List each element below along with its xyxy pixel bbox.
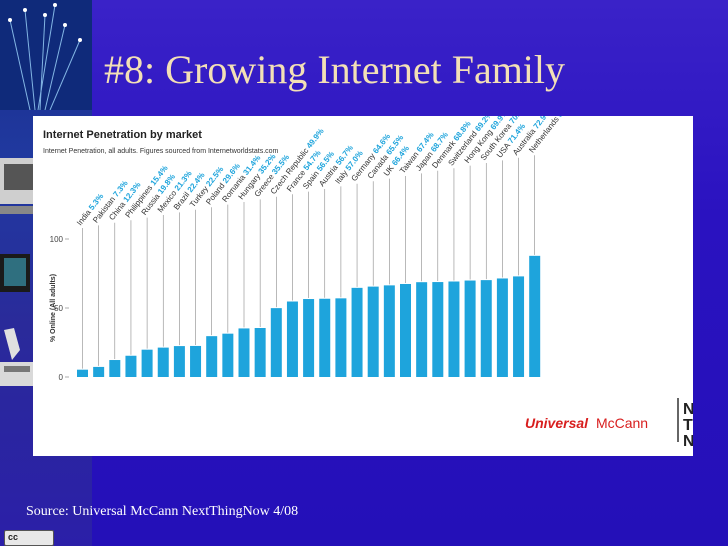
bar — [319, 298, 331, 377]
bar — [416, 282, 428, 377]
y-tick-label: 0 — [59, 373, 64, 382]
phone-photo — [0, 328, 36, 386]
bar — [222, 333, 234, 377]
logo-now: NOW — [683, 433, 693, 450]
y-axis: 0 50 100 % Online (All adults) — [50, 235, 69, 382]
bar-chart: Internet Penetration by market Internet … — [43, 116, 693, 450]
bar — [335, 298, 347, 377]
y-axis-label: % Online (All adults) — [50, 274, 57, 342]
bar — [125, 355, 137, 377]
bar — [141, 349, 153, 377]
slide-title: #8: Growing Internet Family — [104, 47, 566, 92]
chart-panel: Internet Penetration by market Internet … — [33, 116, 693, 456]
value-label: 49.9% — [305, 127, 326, 150]
bar — [303, 299, 315, 377]
bar — [464, 280, 476, 377]
chart-title: Internet Penetration by market — [43, 129, 202, 141]
bar — [286, 301, 298, 377]
chart-subtitle: Internet Penetration, all adults. Figure… — [43, 148, 279, 155]
y-tick-label: 100 — [50, 235, 64, 244]
bar — [496, 278, 508, 377]
bar — [432, 282, 444, 377]
bars-group — [77, 155, 541, 377]
bar — [448, 281, 460, 377]
creative-commons-badge[interactable]: cc — [4, 530, 54, 546]
bar — [109, 360, 121, 377]
fiber-optic-photo — [0, 0, 92, 110]
logo-universal: Universal — [525, 415, 589, 431]
bar — [270, 308, 282, 377]
keyboard-photo — [0, 254, 30, 292]
source-caption: Source: Universal McCann NextThingNow 4/… — [26, 504, 299, 519]
bar — [173, 346, 185, 377]
bar — [190, 345, 202, 377]
bar — [529, 255, 541, 377]
next-thing-now-logo: NEXT THING NOW — [683, 401, 693, 450]
bar — [157, 347, 169, 377]
logo-mccann: McCann — [596, 415, 648, 431]
universal-mccann-logo: Universal McCann — [525, 415, 648, 431]
logo-thing: THING — [683, 417, 693, 434]
bar — [254, 328, 266, 377]
bar — [383, 285, 395, 377]
bar — [400, 283, 411, 377]
bar — [206, 336, 218, 377]
bar — [93, 366, 105, 377]
y-tick-label: 50 — [54, 304, 63, 313]
bar — [238, 328, 250, 377]
value-label: 70.2% — [507, 116, 528, 125]
logo-next: NEXT — [683, 401, 693, 418]
cc-icon: cc — [8, 532, 19, 542]
bar — [77, 369, 88, 377]
bar — [480, 280, 492, 377]
bar — [367, 286, 379, 377]
bar — [513, 276, 525, 377]
bar — [351, 287, 363, 377]
